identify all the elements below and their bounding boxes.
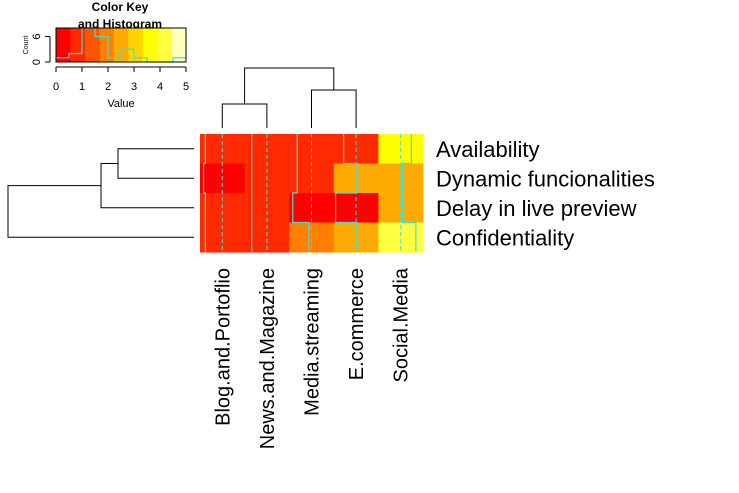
column-label: E.commerce: [346, 268, 368, 380]
color-key-y-label: Count: [23, 36, 30, 55]
column-dendrogram-link: [311, 89, 357, 128]
column-trace: [401, 134, 417, 252]
color-key-y-tick-label: 6: [31, 33, 43, 39]
row-dendrogram-link: [100, 163, 194, 209]
color-key-swatch: [56, 28, 71, 62]
color-key-swatch: [171, 28, 187, 62]
column-label: Social.Media: [391, 267, 413, 382]
column-label: News.and.Magazine: [257, 268, 279, 449]
row-label: Availability: [436, 137, 540, 162]
column-dendrogram-link: [221, 103, 268, 128]
color-key-swatch: [142, 28, 158, 62]
color-key-x-tick-label: 0: [53, 81, 59, 93]
column-trace: [202, 134, 206, 252]
color-key-swatch: [99, 28, 115, 62]
column-trace: [334, 134, 358, 252]
color-key-x-tick-label: 1: [79, 81, 85, 93]
color-key-swatch: [157, 28, 172, 62]
column-trace: [292, 134, 310, 252]
column-labels: Blog.and.Portoflio News.and.Magazine Media…: [212, 267, 412, 449]
column-label: Blog.and.Portoflio: [212, 268, 234, 426]
color-key-swatch: [113, 28, 129, 62]
row-dendrogram: [7, 148, 194, 238]
column-label: Media.streaming: [302, 268, 324, 416]
row-label: Delay in live preview: [436, 196, 637, 221]
color-key-swatch: [84, 28, 100, 62]
row-label: Confidentiality: [436, 225, 574, 250]
row-label: Dynamic funcionalities: [436, 166, 655, 191]
color-key-x-tick-label: 4: [157, 81, 163, 93]
row-dendrogram-link: [7, 185, 194, 238]
row-labels: Availability Dynamic funcionalities Delay …: [436, 137, 655, 251]
color-key-y-tick-label: 0: [31, 59, 43, 65]
color-key-x-tick-label: 2: [105, 81, 111, 93]
color-key-y-axis: 06: [31, 33, 51, 65]
color-key-x-axis: 0 1 2 3 4 5: [53, 66, 189, 93]
column-dendrogram-link: [244, 67, 335, 104]
color-key-title-line1: Color Key: [92, 0, 149, 14]
color-key-x-label: Value: [107, 98, 134, 110]
column-dendrogram: [221, 67, 357, 128]
heatmap-traces: [202, 134, 417, 252]
color-key-frame: [55, 27, 187, 63]
color-key-swatch: [128, 28, 144, 62]
color-key-x-tick-label: 5: [183, 81, 189, 93]
color-key-gradient: [56, 28, 187, 62]
row-dendrogram-link: [117, 148, 194, 179]
color-key-swatch: [70, 28, 86, 62]
color-key-x-tick-label: 3: [131, 81, 137, 93]
